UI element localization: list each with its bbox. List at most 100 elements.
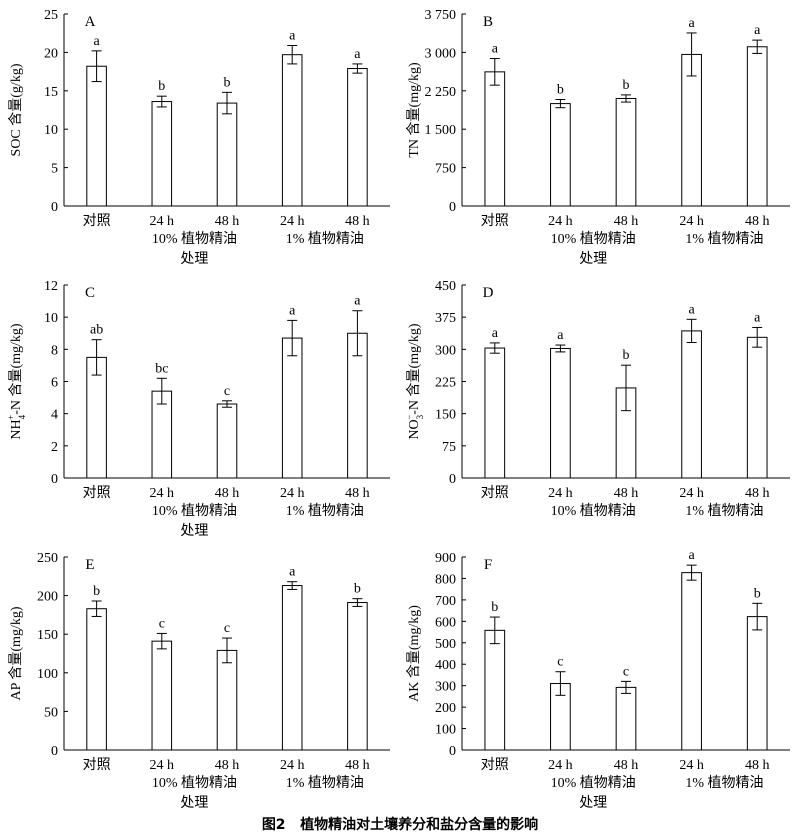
bar: [151, 640, 173, 751]
y-tick-label: 150: [435, 408, 456, 423]
x-tick-label: 对照: [83, 213, 111, 229]
significance-letter: a: [688, 302, 695, 317]
y-tick-label: 375: [435, 311, 456, 326]
x-tick-label: 48 h: [745, 486, 770, 501]
y-tick-label: 6: [51, 376, 58, 391]
x-axis-title: 处理: [180, 523, 208, 539]
panel-label: D: [483, 285, 494, 301]
x-group-label: 1% 植物精油: [286, 503, 364, 519]
y-axis-title: AK 含量(mg/kg): [406, 605, 422, 702]
bar: [216, 403, 238, 479]
x-tick-label: 24 h: [548, 758, 573, 773]
y-tick-label: 0: [449, 200, 456, 215]
significance-letter: a: [289, 303, 296, 318]
bar: [681, 330, 702, 479]
significance-letter: c: [623, 664, 629, 679]
x-axis-title: 处理: [579, 251, 607, 267]
caption-label: 图2: [261, 817, 286, 833]
x-tick-label: 48 h: [215, 486, 240, 501]
y-tick-label: 75: [442, 440, 456, 455]
y-tick-label: 600: [435, 615, 456, 630]
x-group-label: 10% 植物精油: [551, 775, 636, 791]
y-tick-label: 300: [435, 343, 456, 358]
x-tick-label: 24 h: [548, 214, 573, 229]
x-tick-label: 24 h: [150, 214, 175, 229]
significance-letter: a: [354, 294, 361, 309]
bar: [615, 97, 637, 207]
significance-letter: b: [93, 584, 100, 599]
x-tick-label: 48 h: [614, 214, 639, 229]
y-tick-label: 450: [435, 279, 456, 294]
x-tick-label: 24 h: [679, 214, 704, 229]
x-group-label: 1% 植物精油: [685, 775, 763, 791]
y-axis-title: NO3−-N 含量(mg/kg): [404, 323, 425, 440]
significance-letter: a: [688, 548, 695, 563]
x-group-label: 10% 植物精油: [152, 503, 237, 519]
x-tick-label: 24 h: [679, 486, 704, 501]
significance-letter: b: [623, 348, 630, 363]
x-tick-label: 对照: [83, 485, 111, 501]
y-tick-label: 300: [435, 680, 456, 695]
panel-label: A: [85, 14, 96, 30]
y-tick-label: 0: [51, 472, 58, 487]
chart-panel-c: 0 2 4 6 8 10 12 NH4+-N 含量(mg/kg) Cab 对照 bc 24 h c 48 …: [6, 279, 390, 539]
significance-letter: a: [492, 42, 499, 57]
significance-letter: b: [557, 83, 564, 98]
x-group-label: 10% 植物精油: [152, 775, 237, 791]
chart-panel-d: 0 75 150 225 300 375 450 NO3−-N 含量(mg/kg) Da 对照 a 2…: [404, 279, 790, 519]
x-tick-label: 48 h: [745, 758, 770, 773]
x-tick-label: 24 h: [679, 758, 704, 773]
y-tick-label: 2 250: [425, 85, 457, 100]
y-tick-label: 400: [435, 658, 456, 673]
x-tick-label: 48 h: [614, 486, 639, 501]
x-tick-label: 48 h: [345, 214, 370, 229]
y-tick-label: 10: [44, 123, 58, 138]
significance-letter: a: [688, 16, 695, 31]
x-group-label: 10% 植物精油: [152, 231, 237, 247]
y-tick-label: 8: [51, 343, 58, 358]
bar: [484, 629, 506, 751]
x-tick-label: 对照: [481, 757, 509, 773]
x-tick-label: 24 h: [280, 214, 305, 229]
y-tick-label: 900: [435, 551, 456, 566]
bar: [281, 54, 303, 207]
bar: [615, 686, 637, 751]
x-tick-label: 对照: [481, 485, 509, 501]
y-tick-label: 700: [435, 594, 456, 609]
x-axis-title: 处理: [180, 795, 208, 811]
y-tick-label: 15: [44, 85, 58, 100]
x-tick-label: 48 h: [345, 758, 370, 773]
y-tick-label: 200: [435, 701, 456, 716]
bar: [86, 65, 107, 207]
y-tick-label: 0: [449, 744, 456, 759]
significance-letter: c: [159, 616, 165, 631]
x-axis-title: 处理: [180, 251, 208, 267]
y-tick-label: 5: [51, 162, 58, 177]
y-tick-label: 1 500: [425, 123, 457, 138]
caption-text: 植物精油对土壤养分和盐分含量的影响: [300, 817, 539, 833]
panel-label: B: [483, 14, 493, 30]
significance-letter: a: [492, 326, 499, 341]
panel-label: F: [484, 557, 492, 573]
y-tick-label: 0: [51, 200, 58, 215]
x-tick-label: 48 h: [345, 486, 370, 501]
bar: [746, 616, 768, 751]
significance-letter: a: [557, 328, 564, 343]
x-tick-label: 24 h: [150, 486, 175, 501]
significance-letter: b: [491, 600, 498, 615]
bar: [347, 602, 368, 751]
y-tick-label: 800: [435, 572, 456, 587]
panel-label: C: [85, 285, 95, 301]
y-tick-label: 3 000: [425, 46, 457, 61]
y-tick-label: 500: [435, 637, 456, 652]
chart-panel-b: 0 750 1 500 2 250 3 000 3 750 TN 含量(mg/kg) Ba 对照…: [406, 8, 790, 267]
significance-letter: a: [289, 565, 296, 580]
y-tick-label: 12: [44, 279, 58, 294]
significance-letter: b: [224, 75, 231, 90]
significance-letter: c: [224, 384, 230, 399]
significance-letter: c: [557, 655, 563, 670]
significance-letter: ab: [90, 323, 103, 338]
significance-letter: a: [289, 28, 296, 43]
bar: [681, 572, 702, 751]
